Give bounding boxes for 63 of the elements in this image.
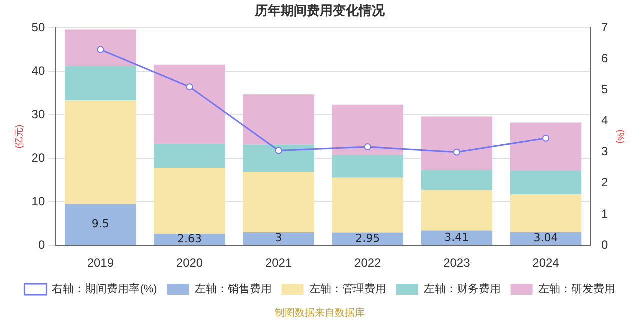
data-label: 3.41 xyxy=(444,230,470,244)
bar xyxy=(510,194,582,232)
bar xyxy=(154,168,226,234)
bar xyxy=(243,172,314,233)
y2-tick-label: 0 xyxy=(602,238,609,252)
bar xyxy=(421,190,493,231)
bar xyxy=(243,232,314,246)
legend-label: 左轴：财务费用 xyxy=(424,282,501,296)
point xyxy=(97,46,104,54)
legend-label: 左轴：管理费用 xyxy=(309,282,386,296)
legend-label: 右轴：期间费用率(%) xyxy=(52,282,158,296)
y2-tick-label: 5 xyxy=(602,82,609,96)
bar xyxy=(65,66,136,101)
data-label: 9.5 xyxy=(92,218,110,231)
legend-label: 左轴：销售费用 xyxy=(194,282,272,296)
y-tick-label: 30 xyxy=(32,107,46,122)
bar xyxy=(65,204,136,246)
point xyxy=(453,148,460,156)
legend-label: 左轴：研发费用 xyxy=(538,282,616,296)
bar xyxy=(154,144,226,168)
chart-title: 历年期间费用变化情况 xyxy=(254,2,386,20)
bar xyxy=(154,64,226,144)
bar xyxy=(421,230,493,246)
bar xyxy=(65,100,136,204)
bar xyxy=(332,155,404,178)
y-tick-label: 50 xyxy=(32,20,46,34)
y2-tick-label: 6 xyxy=(602,51,609,66)
y-tick-label: 20 xyxy=(32,150,46,165)
bar xyxy=(243,94,314,145)
data-label: 2.95 xyxy=(356,232,380,245)
point xyxy=(186,84,194,91)
x-tick-label: 2023 xyxy=(444,256,471,270)
point xyxy=(542,134,550,142)
text: 制图数据来自数据库 xyxy=(274,306,366,320)
bar xyxy=(510,122,582,172)
y2-tick-label: 4 xyxy=(602,114,609,128)
bar xyxy=(154,234,226,246)
bar xyxy=(65,30,136,66)
x-tick-label: 2020 xyxy=(176,256,204,270)
y-tick-label: 10 xyxy=(32,194,46,208)
bar xyxy=(421,116,493,170)
y-tick-label: 0 xyxy=(38,238,46,252)
y2-tick-label: 1 xyxy=(602,206,609,221)
x-tick-label: 2021 xyxy=(265,256,292,270)
y2-tick-label: 3 xyxy=(602,144,609,159)
x-tick-label: 2022 xyxy=(354,256,382,270)
x-tick-label: 2019 xyxy=(87,256,114,270)
point xyxy=(275,147,282,154)
bar xyxy=(510,171,582,195)
bar xyxy=(332,178,404,233)
x-tick-label: 2024 xyxy=(532,256,560,270)
point xyxy=(364,144,372,151)
data-label: 3 xyxy=(275,232,282,245)
data-label: 2.63 xyxy=(177,232,202,246)
data-label: 3.04 xyxy=(534,232,558,245)
bar xyxy=(243,144,314,172)
y2-tick-label: 7 xyxy=(602,20,609,34)
y2-axis-title: (%) xyxy=(616,130,626,144)
bar xyxy=(332,104,404,156)
y-axis-title: (亿元) xyxy=(14,124,24,149)
bar xyxy=(421,170,493,190)
y-tick-label: 40 xyxy=(32,64,46,78)
y2-tick-label: 2 xyxy=(602,176,609,190)
